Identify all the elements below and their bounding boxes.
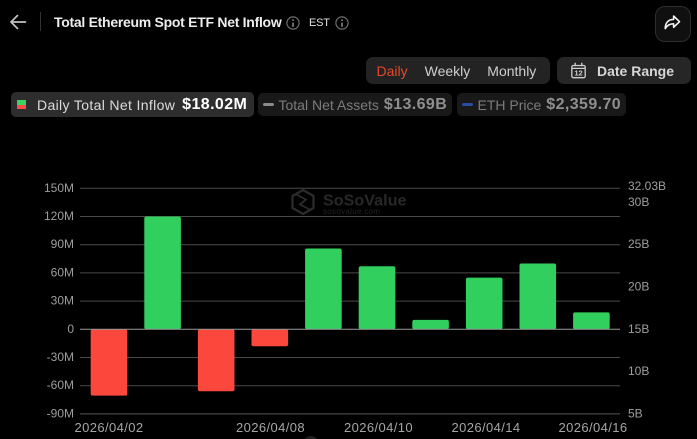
svg-text:30M: 30M [51,294,74,308]
svg-text:-60M: -60M [47,378,74,392]
svg-text:30B: 30B [628,195,649,209]
svg-text:10B: 10B [628,364,649,378]
svg-text:90M: 90M [51,237,74,251]
svg-text:12: 12 [574,68,582,77]
svg-text:sosovalue.com: sosovalue.com [323,207,380,216]
svg-text:5B: 5B [628,406,643,420]
svg-text:2026/04/02: 2026/04/02 [74,420,143,435]
svg-text:2026/04/16: 2026/04/16 [558,420,627,435]
svg-text:2026/04/08: 2026/04/08 [236,420,305,435]
svg-text:SoSoValue: SoSoValue [323,193,407,210]
svg-text:2026/04/10: 2026/04/10 [344,420,413,435]
svg-text:0: 0 [67,322,74,336]
svg-text:60M: 60M [51,265,74,279]
svg-text:150M: 150M [44,181,74,195]
svg-text:25B: 25B [628,237,649,251]
svg-text:15B: 15B [628,322,649,336]
svg-text:-90M: -90M [47,406,74,420]
svg-text:-30M: -30M [47,350,74,364]
svg-text:2026/04/14: 2026/04/14 [451,420,520,435]
svg-text:20B: 20B [628,280,649,294]
svg-text:32.03B: 32.03B [628,179,666,193]
svg-text:120M: 120M [44,209,74,223]
